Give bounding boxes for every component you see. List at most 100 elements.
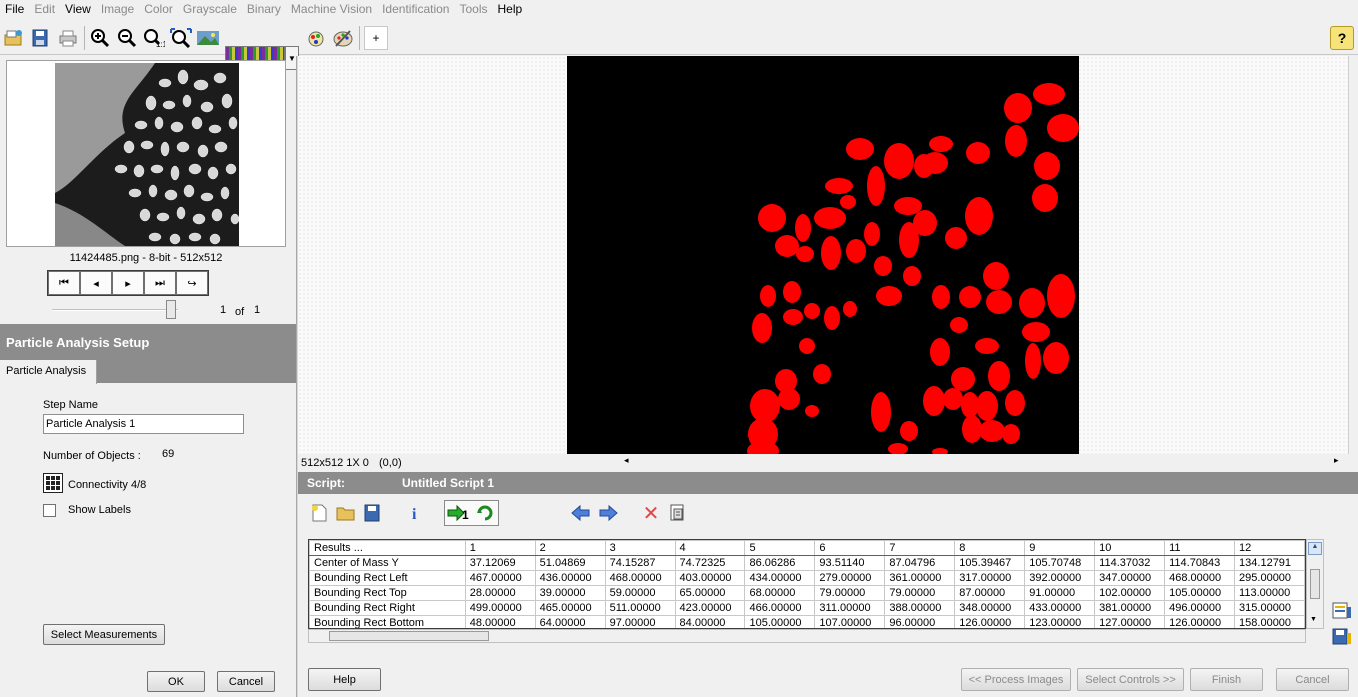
results-cell[interactable]: 113.00000 bbox=[1234, 585, 1305, 601]
results-cell[interactable]: 279.00000 bbox=[814, 570, 886, 586]
results-cell[interactable]: 468.00000 bbox=[1164, 570, 1236, 586]
show-labels-checkbox[interactable] bbox=[43, 504, 56, 517]
results-cell[interactable]: 381.00000 bbox=[1094, 600, 1166, 616]
results-cell[interactable]: 126.00000 bbox=[1164, 615, 1236, 628]
first-image-button[interactable]: ⏮ bbox=[48, 271, 80, 295]
results-cell[interactable]: 107.00000 bbox=[814, 615, 886, 628]
results-column-header[interactable]: 11 bbox=[1164, 540, 1236, 556]
image-index-slider-track[interactable] bbox=[52, 309, 178, 311]
results-cell[interactable]: 87.04796 bbox=[884, 555, 956, 571]
results-cell[interactable]: 496.00000 bbox=[1164, 600, 1236, 616]
step-properties-icon[interactable] bbox=[666, 501, 690, 525]
results-cell[interactable]: 96.00000 bbox=[884, 615, 956, 628]
results-column-header[interactable]: 5 bbox=[744, 540, 816, 556]
results-cell[interactable]: 91.00000 bbox=[1024, 585, 1096, 601]
info-icon[interactable]: i bbox=[403, 501, 427, 525]
results-cell[interactable]: 59.00000 bbox=[604, 585, 676, 601]
results-cell[interactable]: 317.00000 bbox=[954, 570, 1026, 586]
results-cell[interactable]: 465.00000 bbox=[534, 600, 606, 616]
results-cell[interactable]: 466.00000 bbox=[744, 600, 816, 616]
palette-tool-icon[interactable] bbox=[331, 26, 355, 50]
results-cell[interactable]: 79.00000 bbox=[814, 585, 886, 601]
help-button[interactable]: Help bbox=[308, 668, 381, 691]
tab-particle-analysis[interactable]: Particle Analysis bbox=[0, 360, 97, 384]
results-row[interactable]: Bounding Rect Left 467.00000 436.00000 468.… bbox=[309, 570, 1305, 586]
results-cell[interactable]: 123.00000 bbox=[1024, 615, 1096, 628]
menu-binary[interactable]: Binary bbox=[246, 2, 281, 16]
results-cell[interactable]: 64.00000 bbox=[534, 615, 606, 628]
results-cell[interactable]: 105.39467 bbox=[954, 555, 1026, 571]
previous-image-button[interactable]: ◂ bbox=[80, 271, 112, 295]
next-image-button[interactable]: ▸ bbox=[112, 271, 144, 295]
results-cell[interactable]: 114.70843 bbox=[1164, 555, 1236, 571]
results-cell[interactable]: 97.00000 bbox=[604, 615, 676, 628]
scroll-left-icon[interactable]: ◂ bbox=[624, 455, 629, 465]
menu-edit[interactable]: Edit bbox=[34, 2, 56, 16]
connectivity-grid-icon[interactable] bbox=[43, 473, 63, 493]
results-row-label[interactable]: Bounding Rect Left bbox=[309, 570, 466, 586]
results-cell[interactable]: 102.00000 bbox=[1094, 585, 1166, 601]
results-cell[interactable]: 105.70748 bbox=[1024, 555, 1096, 571]
results-horizontal-scrollbar[interactable] bbox=[308, 629, 1306, 643]
results-row[interactable]: Bounding Rect Right 499.00000 465.00000 511… bbox=[309, 600, 1305, 616]
results-cell[interactable]: 39.00000 bbox=[534, 585, 606, 601]
results-cell[interactable]: 37.12069 bbox=[464, 555, 536, 571]
results-column-header[interactable]: 3 bbox=[604, 540, 676, 556]
results-cell[interactable]: 468.00000 bbox=[604, 570, 676, 586]
results-cell[interactable]: 499.00000 bbox=[464, 600, 536, 616]
run-once-icon[interactable]: 1 bbox=[446, 501, 470, 525]
results-cell[interactable]: 315.00000 bbox=[1234, 600, 1305, 616]
image-canvas[interactable] bbox=[567, 56, 1079, 454]
results-header-row[interactable]: Results ... 1 2 3 4 5 6 7 8 9 10 11 12 bbox=[309, 540, 1305, 556]
results-cell[interactable]: 79.00000 bbox=[884, 585, 956, 601]
results-cell[interactable]: 361.00000 bbox=[884, 570, 956, 586]
results-column-header[interactable]: 1 bbox=[464, 540, 536, 556]
scroll-down-icon[interactable]: ▼ bbox=[1310, 616, 1317, 623]
zoom-1-to-1-icon[interactable]: 1:1 bbox=[142, 26, 166, 50]
menu-view[interactable]: View bbox=[65, 2, 91, 16]
select-controls-button[interactable]: Select Controls >> bbox=[1077, 668, 1184, 691]
select-measurements-button[interactable]: Select Measurements bbox=[43, 624, 165, 645]
results-cell[interactable]: 403.00000 bbox=[674, 570, 746, 586]
results-column-header[interactable]: 10 bbox=[1094, 540, 1166, 556]
results-cell[interactable]: 436.00000 bbox=[534, 570, 606, 586]
results-column-header[interactable]: 2 bbox=[534, 540, 606, 556]
open-script-icon[interactable] bbox=[334, 501, 358, 525]
results-row[interactable]: Center of Mass Y 37.12069 51.04869 74.15287… bbox=[309, 555, 1305, 571]
help-icon[interactable]: ? bbox=[1330, 26, 1354, 50]
results-cell[interactable]: 158.00000 bbox=[1234, 615, 1305, 628]
zoom-fit-icon[interactable] bbox=[169, 26, 193, 50]
results-cell[interactable]: 388.00000 bbox=[884, 600, 956, 616]
results-cell[interactable]: 114.37032 bbox=[1094, 555, 1166, 571]
results-cell[interactable]: 348.00000 bbox=[954, 600, 1026, 616]
results-cell[interactable]: 127.00000 bbox=[1094, 615, 1166, 628]
image-palette-icon[interactable] bbox=[196, 26, 220, 50]
results-vertical-scrollbar[interactable]: ▲ ▼ bbox=[1306, 539, 1324, 629]
results-cell[interactable]: 467.00000 bbox=[464, 570, 536, 586]
results-table[interactable]: Results ... 1 2 3 4 5 6 7 8 9 10 11 12 Center of Mass… bbox=[308, 539, 1306, 629]
export-results-icon[interactable] bbox=[1331, 601, 1353, 621]
menu-machine-vision[interactable]: Machine Vision bbox=[290, 2, 373, 16]
menu-identification[interactable]: Identification bbox=[382, 2, 450, 16]
menu-help[interactable]: Help bbox=[497, 2, 523, 16]
last-image-button[interactable]: ⏭ bbox=[144, 271, 176, 295]
results-cell[interactable]: 68.00000 bbox=[744, 585, 816, 601]
results-cell[interactable]: 65.00000 bbox=[674, 585, 746, 601]
image-thumbnail[interactable] bbox=[55, 63, 239, 246]
menu-color[interactable]: Color bbox=[144, 2, 173, 16]
image-browser-thumbnail-frame[interactable] bbox=[6, 60, 286, 247]
panel-splitter[interactable] bbox=[296, 56, 298, 697]
results-cell[interactable]: 392.00000 bbox=[1024, 570, 1096, 586]
results-cell[interactable]: 511.00000 bbox=[604, 600, 676, 616]
results-row[interactable]: Bounding Rect Top 28.00000 39.00000 59.0000… bbox=[309, 585, 1305, 601]
results-horizontal-scroll-thumb[interactable] bbox=[329, 631, 489, 641]
scroll-up-icon[interactable]: ▲ bbox=[1308, 542, 1322, 555]
menu-grayscale[interactable]: Grayscale bbox=[182, 2, 237, 16]
print-icon[interactable] bbox=[56, 26, 80, 50]
results-column-header[interactable]: 9 bbox=[1024, 540, 1096, 556]
menu-tools[interactable]: Tools bbox=[459, 2, 488, 16]
results-column-header[interactable]: 12 bbox=[1234, 540, 1305, 556]
results-cell[interactable]: 87.00000 bbox=[954, 585, 1026, 601]
process-images-button[interactable]: << Process Images bbox=[961, 668, 1071, 691]
results-cell[interactable]: 74.15287 bbox=[604, 555, 676, 571]
